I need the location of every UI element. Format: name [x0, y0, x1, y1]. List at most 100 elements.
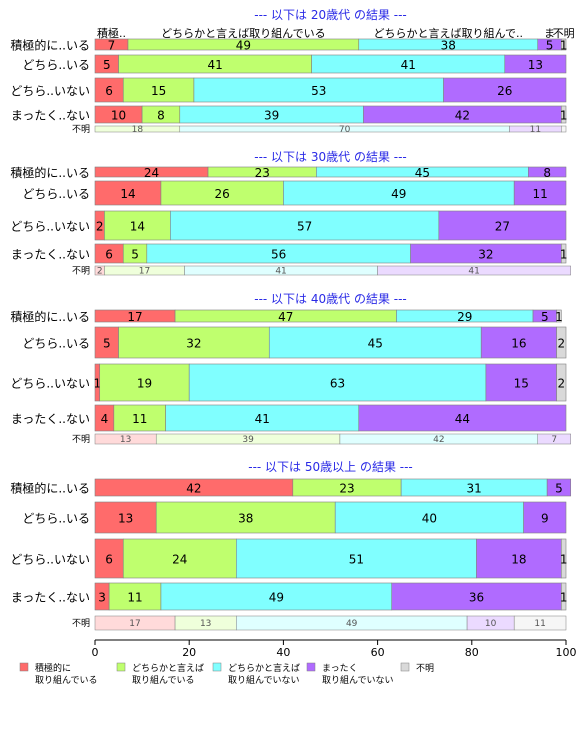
unknown-value-label: 41: [468, 267, 479, 277]
bar-value-label: 13: [528, 58, 543, 72]
bar-segment: [94, 77, 124, 103]
legend-swatch: [400, 662, 410, 672]
unknown-row-label: 不明: [72, 266, 90, 277]
bar-segment: [160, 582, 393, 611]
bar-value-label: 38: [238, 512, 253, 526]
bar-value-label: 49: [236, 39, 251, 53]
bar-segment: [560, 38, 567, 51]
bar-segment: [283, 180, 515, 206]
row-label: どちら..いない: [10, 553, 90, 567]
legend-swatch: [212, 662, 222, 672]
bar-value-label: 5: [103, 337, 111, 351]
bar-segment: [560, 105, 567, 124]
panel-title: --- 以下は 30歳代 の結果 ---: [254, 150, 407, 164]
bar-segment: [104, 210, 171, 241]
bar-value-label: 23: [339, 482, 354, 496]
bar-segment: [155, 501, 336, 534]
row-label: 積極的に..いる: [10, 481, 90, 496]
legend-label: 取り組んでいない: [228, 674, 300, 686]
bar-value-label: 14: [130, 220, 145, 234]
bar-value-label: 51: [349, 553, 364, 567]
unknown-value-label: 49: [346, 619, 358, 629]
bar-segment: [99, 363, 190, 402]
row-label: どちら..いない: [10, 220, 90, 234]
bar-segment: [118, 326, 270, 359]
unknown-value-label: 10: [485, 619, 497, 629]
bar-value-label: 1: [94, 377, 102, 391]
bar-value-label: 1: [560, 553, 568, 567]
bar-value-label: 3: [98, 591, 106, 605]
bar-value-label: 1: [560, 39, 568, 53]
bar-value-label: 49: [269, 591, 284, 605]
bar-segment: [556, 326, 567, 359]
row-label: どちら..いる: [22, 337, 90, 351]
unknown-value-label: 13: [200, 619, 211, 629]
bar-segment: [94, 180, 162, 206]
bar-value-label: 27: [495, 220, 510, 234]
bar-segment: [94, 501, 157, 534]
bar-segment: [438, 210, 567, 241]
x-tick-label: 100: [556, 646, 577, 659]
unknown-value-label: 18: [132, 125, 144, 135]
bar-value-label: 9: [541, 512, 549, 526]
bar-value-label: 15: [514, 377, 529, 391]
row-label: どちら..いる: [22, 58, 90, 72]
bar-value-label: 40: [422, 512, 437, 526]
legend-swatch: [116, 662, 126, 672]
bar-segment: [556, 309, 562, 323]
legend-label: どちらかと言えば: [132, 662, 204, 674]
bar-value-label: 32: [186, 337, 201, 351]
bar-segment: [358, 404, 567, 432]
bar-value-label: 5: [546, 39, 554, 53]
unknown-value-label: 13: [120, 435, 131, 445]
bar-segment: [546, 478, 572, 497]
bar-segment: [236, 538, 477, 579]
bar-segment: [443, 77, 567, 103]
unknown-value-label: 41: [275, 267, 286, 277]
unknown-bar-segment: [561, 125, 567, 133]
bar-segment: [560, 538, 567, 579]
bar-value-label: 2: [96, 220, 104, 234]
bar-segment: [504, 54, 567, 74]
bar-segment: [193, 77, 444, 103]
bar-segment: [122, 77, 195, 103]
bar-value-label: 41: [255, 412, 270, 426]
x-tick-label: 0: [92, 646, 99, 659]
bar-value-label: 2: [557, 377, 565, 391]
top-category-label: どちらかと言えば取り組んでいる: [161, 27, 325, 40]
panel-title: --- 以下は 20歳代 の結果 ---: [254, 8, 407, 22]
legend-label: どちらかと言えば: [228, 662, 300, 674]
bar-value-label: 47: [278, 310, 293, 324]
bar-value-label: 41: [401, 58, 416, 72]
bar-segment: [528, 166, 567, 178]
unknown-value-label: 17: [139, 267, 150, 277]
bar-value-label: 45: [368, 337, 383, 351]
unknown-value-label: 42: [433, 435, 444, 445]
bar-value-label: 5: [555, 482, 563, 496]
x-tick-label: 20: [182, 646, 196, 659]
bar-value-label: 17: [127, 310, 142, 324]
bar-segment: [485, 363, 557, 402]
legend-label: 取り組んでいる: [132, 674, 195, 686]
bar-value-label: 41: [207, 58, 222, 72]
unknown-value-label: 7: [551, 435, 557, 445]
unknown-value-label: 11: [534, 619, 545, 629]
bar-segment: [523, 501, 567, 534]
unknown-bar-segment: [513, 615, 567, 631]
bar-value-label: 1: [560, 248, 568, 262]
unknown-value-label: 11: [530, 125, 541, 135]
bar-value-label: 18: [511, 553, 526, 567]
bar-segment: [113, 404, 166, 432]
bar-segment: [188, 363, 487, 402]
bar-value-label: 42: [186, 482, 201, 496]
bar-value-label: 14: [120, 187, 135, 201]
bar-value-label: 13: [118, 512, 133, 526]
row-label: 積極的に..いる: [10, 38, 90, 53]
bar-segment: [170, 210, 440, 241]
bar-value-label: 44: [455, 412, 470, 426]
bar-value-label: 11: [532, 187, 547, 201]
bar-value-label: 4: [101, 412, 109, 426]
legend-label: 取り組んでいる: [35, 674, 98, 686]
bar-value-label: 36: [469, 591, 484, 605]
